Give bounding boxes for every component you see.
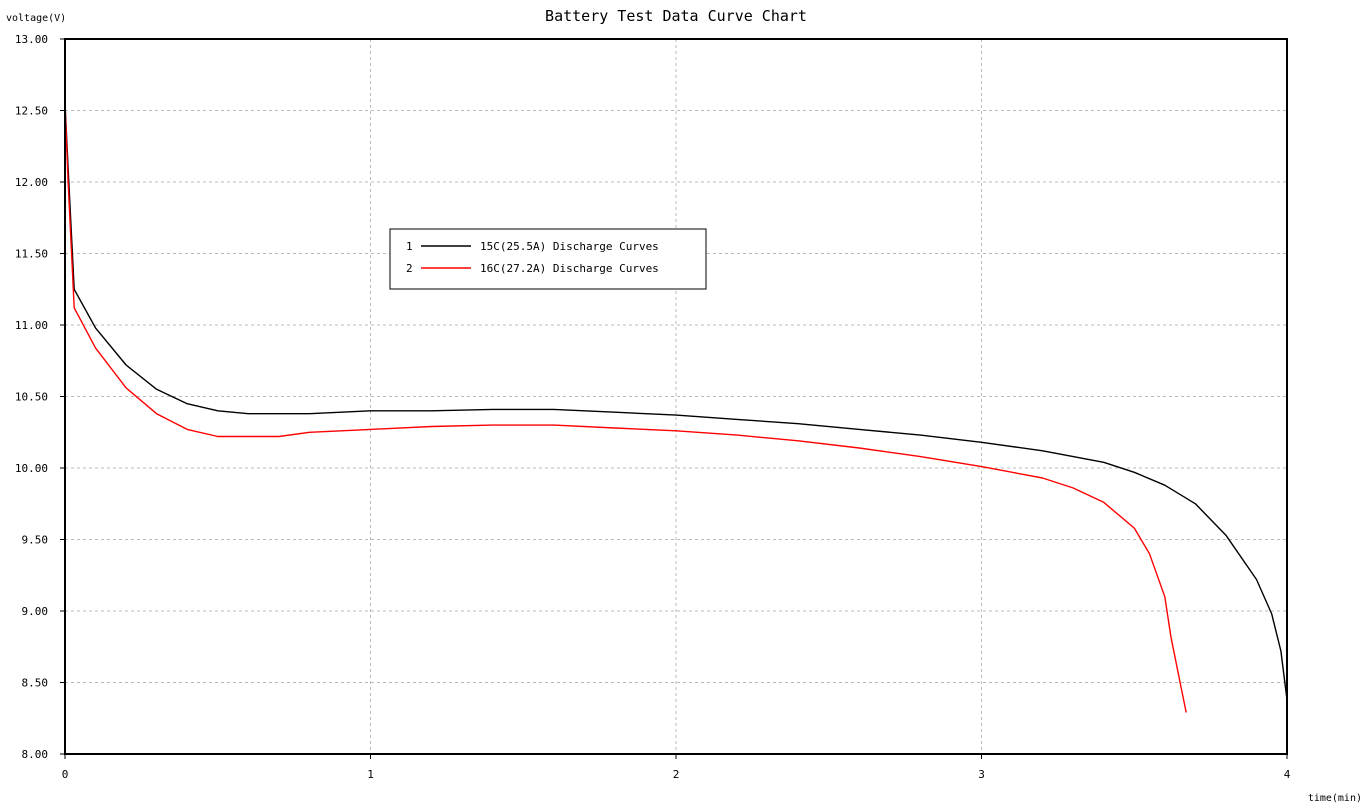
chart-title: Battery Test Data Curve Chart xyxy=(545,7,807,25)
y-axis-label: voltage(V) xyxy=(6,13,66,24)
y-tick-label: 8.00 xyxy=(22,748,49,761)
y-tick-label: 12.00 xyxy=(15,176,48,189)
y-tick-label: 8.50 xyxy=(22,677,49,690)
legend-label: 15C(25.5A) Discharge Curves xyxy=(480,240,659,253)
y-tick-label: 11.00 xyxy=(15,319,48,332)
y-tick-label: 10.50 xyxy=(15,391,48,404)
x-tick-label: 1 xyxy=(367,768,374,781)
legend-label: 16C(27.2A) Discharge Curves xyxy=(480,262,659,275)
y-tick-label: 12.50 xyxy=(15,105,48,118)
y-tick-label: 13.00 xyxy=(15,33,48,46)
legend: 1 15C(25.5A) Discharge Curves 2 16C(27.2A) … xyxy=(389,228,707,290)
tick-labels: 13.00 12.50 12.00 11.50 11.00 10.50 10.00 9.50 9… xyxy=(15,33,1291,781)
legend-index: 1 xyxy=(406,240,413,253)
x-tick-label: 4 xyxy=(1284,768,1291,781)
series-1-line xyxy=(64,103,1288,700)
plot-area-border xyxy=(64,38,1288,755)
x-tick-label: 2 xyxy=(673,768,680,781)
y-tick-label: 9.00 xyxy=(22,605,49,618)
y-tick-label: 10.00 xyxy=(15,462,48,475)
y-tick-label: 9.50 xyxy=(22,534,49,547)
legend-index: 2 xyxy=(406,262,413,275)
series-lines xyxy=(64,103,1288,713)
x-axis-label: time(min) xyxy=(1308,793,1362,804)
y-tick-label: 11.50 xyxy=(15,248,48,261)
x-tick-label: 3 xyxy=(978,768,985,781)
gridlines xyxy=(65,39,1287,754)
legend-box xyxy=(389,228,707,290)
series-2-line xyxy=(64,103,1187,713)
x-tick-label: 0 xyxy=(62,768,69,781)
